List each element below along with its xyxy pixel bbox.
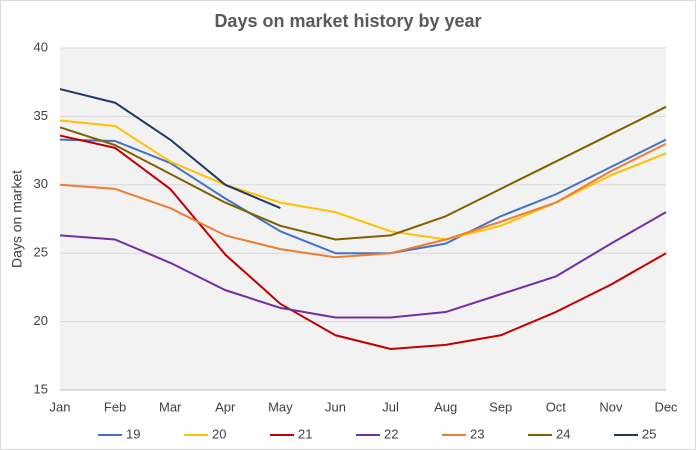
- y-axis-label: Days on market: [9, 170, 25, 268]
- x-tick-label: Aug: [434, 399, 457, 414]
- chart-title: Days on market history by year: [214, 11, 481, 31]
- series-line: [59, 105, 667, 241]
- x-tick-label: Oct: [546, 399, 567, 414]
- x-tick-label: Sep: [489, 399, 512, 414]
- legend-label: 24: [556, 426, 570, 441]
- legend-label: 22: [384, 426, 398, 441]
- x-tick-label: Mar: [159, 399, 182, 414]
- legend-label: 19: [126, 426, 140, 441]
- y-tick-label: 20: [34, 313, 48, 328]
- legend-label: 21: [298, 426, 312, 441]
- series-line: [59, 142, 667, 259]
- x-tick-label: Apr: [215, 399, 236, 414]
- series-line: [59, 134, 667, 350]
- legend-label: 25: [642, 426, 656, 441]
- x-tick-label: Nov: [599, 399, 623, 414]
- x-tick-label: Dec: [654, 399, 678, 414]
- y-tick-label: 30: [34, 176, 48, 191]
- y-tick-label: 25: [34, 245, 48, 260]
- series-line: [59, 88, 281, 209]
- series-line: [59, 211, 667, 319]
- x-tick-label: May: [268, 399, 293, 414]
- x-tick-label: Feb: [104, 399, 126, 414]
- y-tick-label: 35: [34, 108, 48, 123]
- x-tick-label: Jun: [325, 399, 346, 414]
- legend-label: 20: [212, 426, 226, 441]
- x-tick-label: Jul: [382, 399, 399, 414]
- y-tick-label: 40: [34, 39, 48, 54]
- series-line: [59, 138, 667, 255]
- legend-label: 23: [470, 426, 484, 441]
- x-tick-label: Jan: [50, 399, 71, 414]
- y-tick-label: 15: [34, 381, 48, 396]
- plot-area: [60, 48, 666, 390]
